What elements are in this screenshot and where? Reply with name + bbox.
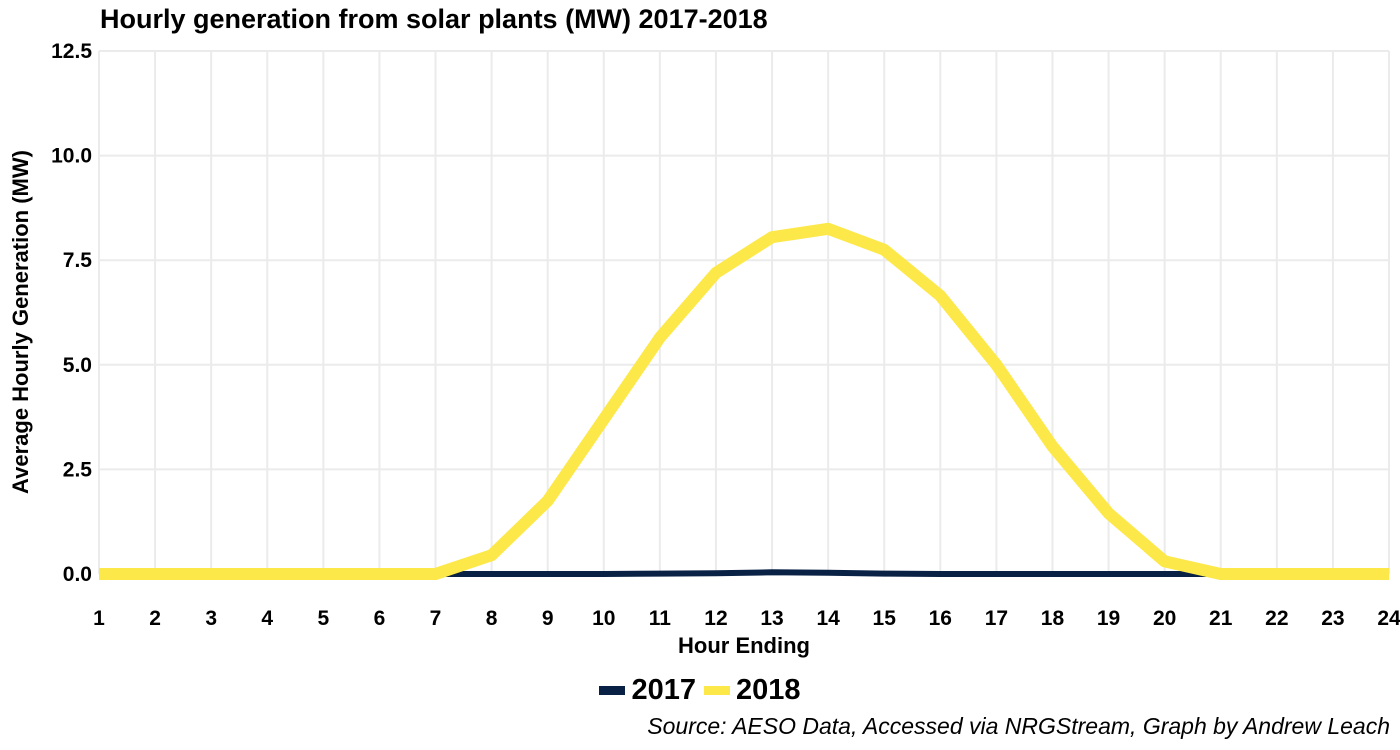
x-tick-label: 23	[1321, 607, 1344, 630]
x-tick-label: 20	[1153, 607, 1176, 630]
series-line-2018	[99, 222, 1389, 580]
x-tick-label: 16	[929, 607, 952, 630]
x-tick-label: 10	[592, 607, 615, 630]
legend: 2017 2018	[0, 674, 1400, 707]
x-tick-label: 4	[261, 607, 273, 630]
line-chart: 0.02.55.07.510.012.5 1 2 3 4 5 6 7 8 9 10 11 12 13 14…	[8, 40, 1400, 658]
x-tick-label: 3	[205, 607, 217, 630]
y-tick-label: 12.5	[51, 40, 92, 63]
legend-label-2018: 2018	[736, 674, 801, 706]
x-tick-label: 19	[1097, 607, 1120, 630]
grid	[98, 50, 1390, 575]
x-axis: 1 2 3 4 5 6 7 8 9 10 11 12 13 14 15 16 17 18 19 20 21 22 23 24	[93, 607, 1400, 630]
x-tick-label: 15	[873, 607, 897, 630]
x-tick-label: 21	[1209, 607, 1233, 630]
x-tick-label: 18	[1041, 607, 1065, 630]
legend-item-2018: 2018	[704, 674, 801, 707]
x-tick-label: 8	[486, 607, 498, 630]
legend-swatch-2017	[599, 686, 626, 695]
legend-item-2017: 2017	[599, 674, 696, 707]
legend-label-2017: 2017	[631, 674, 696, 706]
x-axis-title: Hour Ending	[678, 633, 810, 658]
x-tick-label: 5	[318, 607, 330, 630]
x-tick-label: 12	[704, 607, 727, 630]
y-axis: 0.0 2.5 5.0 7.5 10.0 12.5	[51, 40, 92, 586]
y-tick-label: 10.0	[51, 145, 92, 168]
x-tick-label: 2	[149, 607, 161, 630]
x-tick-label: 13	[760, 607, 783, 630]
x-tick-label: 11	[649, 607, 672, 630]
x-tick-label: 1	[93, 607, 105, 630]
x-tick-label: 9	[542, 607, 554, 630]
series-lines	[99, 222, 1389, 580]
x-tick-label: 6	[374, 607, 386, 630]
x-tick-label: 22	[1265, 607, 1288, 630]
x-tick-label: 24	[1377, 607, 1400, 630]
y-tick-label: 5.0	[63, 354, 92, 377]
x-tick-label: 7	[430, 607, 442, 630]
y-tick-label: 2.5	[63, 458, 93, 481]
x-tick-label: 17	[985, 607, 1008, 630]
source-note: Source: AESO Data, Accessed via NRGStrea…	[647, 713, 1390, 739]
x-tick-label: 14	[816, 607, 840, 630]
y-tick-label: 0.0	[63, 563, 92, 586]
chart-title: Hourly generation from solar plants (MW)…	[100, 4, 768, 34]
legend-swatch-2018	[704, 686, 730, 695]
y-tick-label: 7.5	[63, 249, 93, 272]
y-axis-title: Average Hourly Generation (MW)	[8, 150, 33, 494]
